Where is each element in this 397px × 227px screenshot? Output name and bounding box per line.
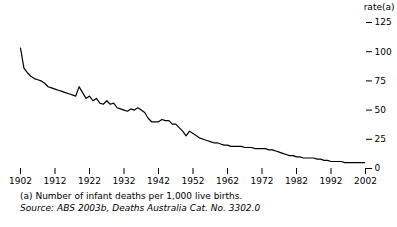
svg-text:1982: 1982 xyxy=(285,176,308,186)
svg-text:1902: 1902 xyxy=(9,176,32,186)
svg-text:1912: 1912 xyxy=(44,176,67,186)
html-text:Source: ABS 2003b, Deaths Aust: Source: ABS 2003b, Deaths Australia Cat.… xyxy=(20,203,261,213)
svg-text:1942: 1942 xyxy=(147,176,170,186)
svg-text:1932: 1932 xyxy=(113,176,136,186)
svg-text:1992: 1992 xyxy=(320,176,343,186)
svg-text:2002: 2002 xyxy=(354,176,377,186)
svg-text:75: 75 xyxy=(375,76,386,86)
svg-text:0: 0 xyxy=(375,163,381,173)
html-text:(a) Number of infant deaths pe: (a) Number of infant deaths per 1,000 li… xyxy=(20,191,243,201)
svg-text:1972: 1972 xyxy=(251,176,274,186)
svg-text:rate(a): rate(a) xyxy=(364,2,395,12)
svg-text:1952: 1952 xyxy=(182,176,205,186)
svg-text:125: 125 xyxy=(375,17,392,27)
svg-text:25: 25 xyxy=(375,134,386,144)
svg-text:1922: 1922 xyxy=(78,176,101,186)
svg-text:50: 50 xyxy=(375,105,387,115)
svg-text:100: 100 xyxy=(375,47,392,57)
svg-text:1962: 1962 xyxy=(216,176,239,186)
